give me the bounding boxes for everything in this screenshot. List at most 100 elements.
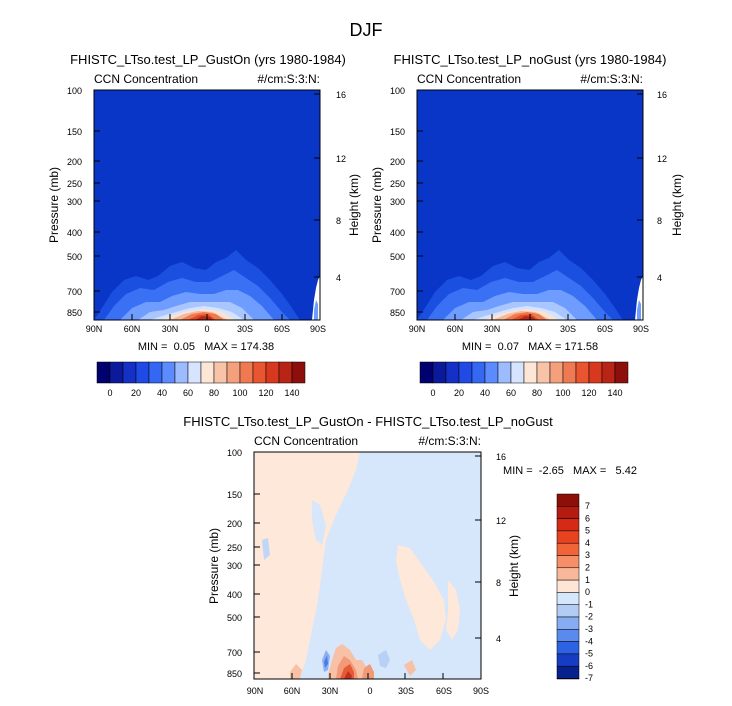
colorbar-box: [497, 361, 512, 384]
field-label: CCN Concentration: [417, 72, 521, 86]
colorbar-box: [556, 678, 580, 680]
y-tick-label: 700: [67, 287, 82, 297]
y-tick-label: 100: [67, 86, 82, 96]
colorbar-box: [419, 361, 434, 384]
colorbar-label: 60: [506, 388, 516, 398]
y-axis-title: Pressure (mb): [47, 167, 61, 243]
colorbar-box: [200, 361, 215, 384]
height-tick-label: 16: [336, 90, 346, 100]
height-tick-label: 16: [496, 452, 506, 462]
colorbar-label: 5: [585, 526, 590, 536]
y2-axis-title: Height (km): [507, 535, 521, 597]
colorbar-box: [601, 361, 616, 384]
colorbar-box: [556, 629, 580, 642]
colorbar-box: [484, 361, 499, 384]
height-tick-label: 4: [496, 634, 501, 644]
units-label: #/cm:S:3:N:: [580, 72, 643, 86]
x-axis: 90N 60N 30N 0 30S 60S 90S: [409, 314, 649, 334]
colorbar-label: -6: [585, 661, 593, 671]
y-tick-label: 700: [227, 648, 242, 658]
colorbar-box: [562, 361, 577, 384]
x-tick-label: 60S: [597, 324, 613, 334]
colorbar-box: [252, 361, 267, 384]
colorbar-label: 40: [157, 388, 167, 398]
x-tick-label: 60N: [284, 686, 301, 696]
colorbar-label: 1: [585, 575, 590, 585]
colorbar-label: 140: [284, 388, 299, 398]
y2-axis-title: Height (km): [670, 174, 684, 236]
y-tick-label: 300: [390, 197, 405, 207]
colorbar-label: 20: [131, 388, 141, 398]
y-tick-label: 200: [390, 157, 405, 167]
x-tick-label: 90S: [310, 324, 326, 334]
x-tick-label: 90N: [247, 686, 264, 696]
y-tick-label: 150: [390, 127, 405, 137]
x-tick-label: 60S: [436, 686, 452, 696]
x-tick-label: 30S: [237, 324, 253, 334]
y-tick-label: 300: [67, 197, 82, 207]
colorbar-label: 0: [585, 587, 590, 597]
y-tick-label: 850: [67, 308, 82, 318]
colorbar-label: 80: [532, 388, 542, 398]
height-tick-label: 4: [336, 273, 341, 283]
units-label: #/cm:S:3:N:: [418, 434, 481, 448]
colorbar-label: 40: [480, 388, 490, 398]
y-axis-left: 100 150 200 250 300 400 500 700 850: [227, 448, 260, 679]
colorbar-label: 6: [585, 513, 590, 523]
y-tick-label: 400: [227, 590, 242, 600]
height-tick-label: 8: [336, 216, 341, 226]
x-axis: 90N 60N 30N 0 30S 60S 90S: [86, 314, 326, 334]
colorbar-box: [148, 361, 163, 384]
min-max-stats: MIN = 0.05 MAX = 174.38: [138, 341, 274, 353]
colorbar-box: [109, 361, 124, 384]
colorbar-box: [556, 616, 580, 630]
colorbar-vertical: 7 6 5 4 3 2 1 0 -1 -2 -3 -4 -5 -6 -7: [556, 493, 593, 683]
x-tick-label: 60N: [124, 324, 141, 334]
colorbar-label: 100: [555, 388, 570, 398]
colorbar-box: [161, 361, 176, 384]
colorbar-label: -1: [585, 599, 593, 609]
colorbar-box: [523, 361, 538, 384]
colorbar-box: [458, 361, 473, 384]
panel-title: FHISTC_LTso.test_LP_GustOn - FHISTC_LTso…: [183, 414, 553, 429]
y-tick-label: 400: [67, 228, 82, 238]
height-tick-label: 12: [657, 154, 667, 164]
y-tick-label: 500: [227, 613, 242, 623]
colorbar-box: [226, 361, 241, 384]
x-tick-label: 0: [527, 324, 532, 334]
colorbar-box: [556, 555, 580, 569]
colorbar-box: [556, 579, 580, 593]
colorbar-box: [556, 518, 580, 532]
x-tick-label: 30N: [484, 324, 501, 334]
x-tick-label: 90S: [633, 324, 649, 334]
x-tick-label: 0: [204, 324, 209, 334]
y-tick-label: 850: [227, 669, 242, 679]
height-tick-label: 12: [496, 516, 506, 526]
x-tick-label: 30N: [322, 686, 339, 696]
colorbar-label: 100: [232, 388, 247, 398]
colorbar-box: [549, 361, 564, 384]
colorbar-box: [510, 361, 525, 384]
y-axis-right: 16 12 8 4: [314, 90, 346, 283]
colorbar-label: 2: [585, 563, 590, 573]
y-tick-label: 850: [390, 308, 405, 318]
colorbar-label: -3: [585, 624, 593, 634]
x-tick-label: 30S: [560, 324, 576, 334]
height-tick-label: 8: [657, 216, 662, 226]
colorbar-label: 20: [454, 388, 464, 398]
colorbar-horizontal: 0 20 40 60 80 100 120 140: [96, 361, 306, 398]
units-label: #/cm:S:3:N:: [257, 72, 320, 86]
colorbar-box: [432, 361, 447, 384]
y-tick-label: 250: [390, 179, 405, 189]
colorbar-box: [278, 361, 293, 384]
colorbar-label: -4: [585, 636, 593, 646]
colorbar-label: -2: [585, 612, 593, 622]
height-tick-label: 8: [496, 578, 501, 588]
height-tick-label: 4: [657, 273, 662, 283]
colorbar-label: 3: [585, 550, 590, 560]
panel-title: FHISTC_LTso.test_LP_noGust (yrs 1980-198…: [394, 52, 667, 67]
colorbar-box: [556, 542, 580, 556]
colorbar-box: [588, 361, 603, 384]
field-label: CCN Concentration: [254, 434, 358, 448]
colorbar-box: [556, 641, 580, 655]
